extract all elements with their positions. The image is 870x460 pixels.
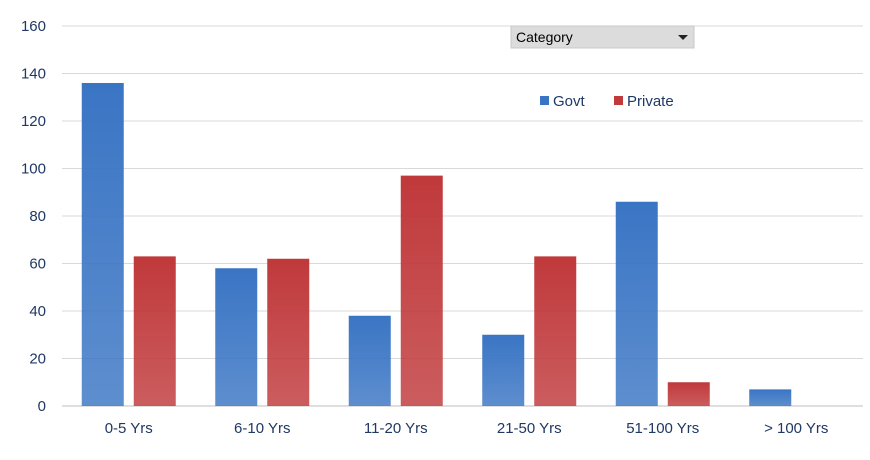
x-tick-label: 51-100 Yrs xyxy=(626,420,699,437)
bar-govt-1[interactable] xyxy=(215,268,258,406)
x-tick-label: 11-20 Yrs xyxy=(364,420,428,437)
bars xyxy=(81,83,792,406)
bar-govt-4[interactable] xyxy=(615,201,658,406)
legend: Govt Private xyxy=(540,93,674,110)
x-axis-tick-labels: 0-5 Yrs 6-10 Yrs 11-20 Yrs 21-50 Yrs 51-100 … xyxy=(105,420,829,437)
bar-govt-0[interactable] xyxy=(81,83,124,406)
gridlines xyxy=(62,25,863,407)
category-filter-dropdown[interactable]: Category xyxy=(510,25,695,49)
y-tick-label: 100 xyxy=(21,161,46,178)
y-tick-label: 80 xyxy=(29,208,46,225)
y-tick-label: 40 xyxy=(29,303,46,320)
legend-swatch-private xyxy=(614,96,623,105)
bar-private-3[interactable] xyxy=(534,256,577,406)
y-axis-tick-labels: 0 20 40 60 80 100 120 140 160 xyxy=(21,18,46,415)
bar-private-0[interactable] xyxy=(133,256,176,406)
x-tick-label: 6-10 Yrs xyxy=(234,420,290,437)
x-tick-label: 0-5 Yrs xyxy=(105,420,153,437)
bar-govt-5[interactable] xyxy=(749,389,792,406)
bar-private-4[interactable] xyxy=(667,382,710,406)
legend-swatch-govt xyxy=(540,96,549,105)
legend-label-private: Private xyxy=(627,93,674,110)
dropdown-label: Category xyxy=(516,29,573,45)
y-tick-label: 160 xyxy=(21,18,46,35)
y-tick-label: 0 xyxy=(38,398,46,415)
y-tick-label: 120 xyxy=(21,113,46,130)
dropdown-box[interactable] xyxy=(510,25,695,49)
y-tick-label: 20 xyxy=(29,351,46,368)
bar-govt-3[interactable] xyxy=(482,334,525,406)
bar-private-2[interactable] xyxy=(400,175,443,406)
caret-down-icon[interactable] xyxy=(678,35,688,40)
x-tick-label: > 100 Yrs xyxy=(764,420,828,437)
y-tick-label: 140 xyxy=(21,66,46,83)
bar-govt-2[interactable] xyxy=(348,315,391,406)
y-tick-label: 60 xyxy=(29,256,46,273)
legend-label-govt: Govt xyxy=(553,93,586,110)
x-tick-label: 21-50 Yrs xyxy=(497,420,562,437)
bar-private-1[interactable] xyxy=(267,258,310,406)
